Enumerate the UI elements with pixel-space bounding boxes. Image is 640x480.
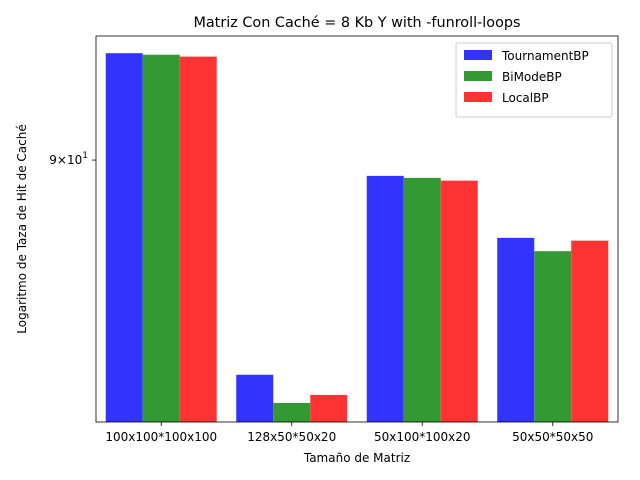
bar-LocalBP-2 [440,180,478,422]
bar-LocalBP-0 [179,56,217,422]
x-tick-label: 50x100*100x20 [374,430,471,444]
x-tick-label: 128x50*50x20 [247,430,336,444]
x-tick-label: 100x100*100x100 [105,430,217,444]
legend-box [455,42,613,118]
legend-label-BiModeBP: BiModeBP [502,70,562,84]
bar-BiModeBP-1 [273,402,311,422]
chart-title: Matriz Con Caché = 8 Kb Y with -funroll-… [193,15,520,31]
bar-TournamentBP-2 [366,175,404,422]
legend-label-TournamentBP: TournamentBP [501,49,589,63]
legend: TournamentBP BiModeBP LocalBP [455,42,613,118]
bar-BiModeBP-3 [534,251,572,422]
legend-label-LocalBP: LocalBP [502,91,549,105]
legend-swatch-BiModeBP [464,71,492,81]
bar-LocalBP-1 [310,394,348,422]
bar-BiModeBP-0 [142,54,180,422]
y-axis-label: Logaritmo de Taza de Hit de Caché [15,124,29,333]
plot-frame [95,35,619,423]
y-axis-ticks: 9×101 [49,151,96,167]
bar-LocalBP-3 [571,240,609,422]
x-tick-label: 50x50*50x50 [512,430,593,444]
bars-group [105,53,609,423]
bar-BiModeBP-2 [403,177,441,422]
bar-TournamentBP-1 [236,374,274,422]
y-tick-label: 9×101 [49,151,88,167]
x-axis-ticks: 100x100*100x100 128x50*50x20 50x100*100x20… [105,422,593,444]
legend-swatch-TournamentBP [464,50,492,60]
legend-swatch-LocalBP [464,92,492,102]
x-axis-label: Tamaño de Matriz [303,451,410,465]
bar-TournamentBP-0 [105,53,143,423]
bar-TournamentBP-3 [497,237,535,422]
